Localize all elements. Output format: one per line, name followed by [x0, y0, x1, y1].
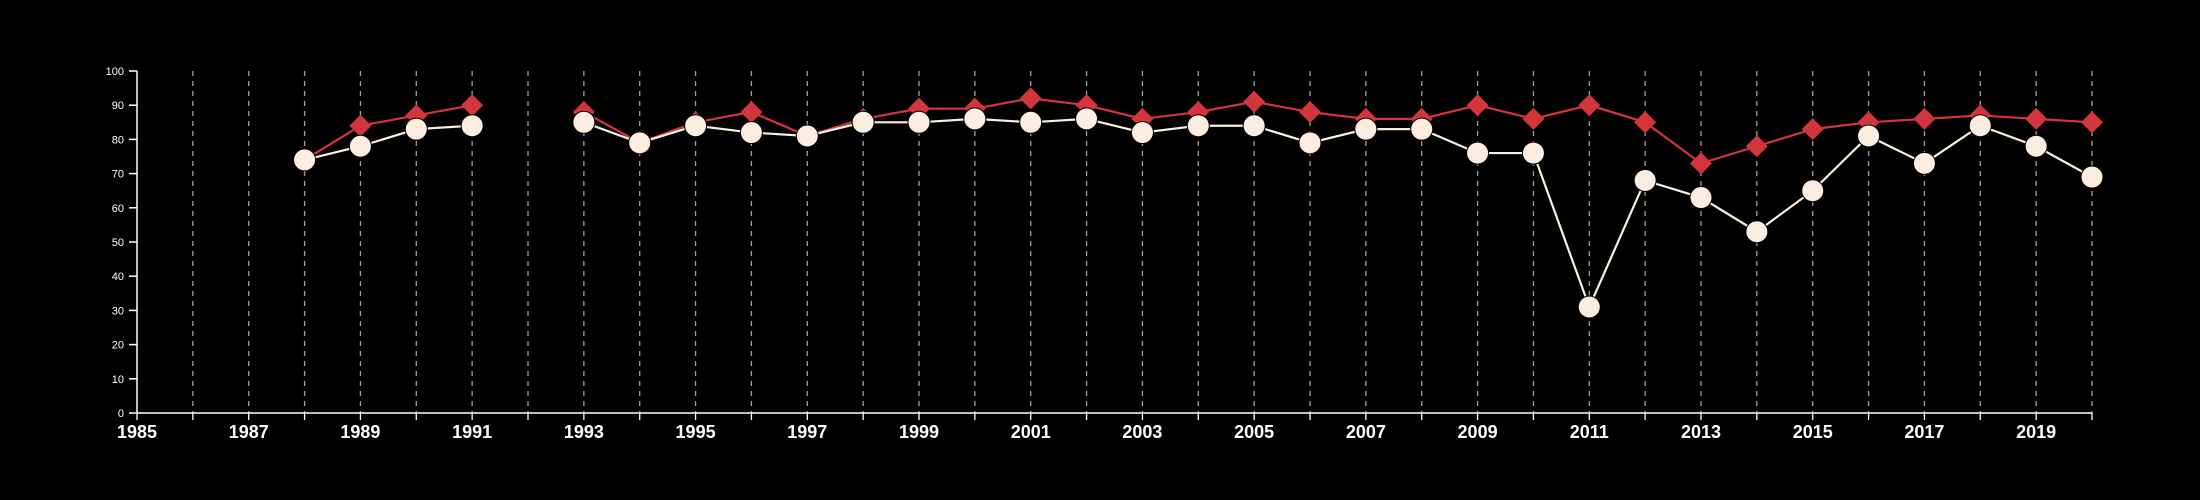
x-tick-label-1985: 1985 — [117, 422, 157, 442]
x-tick-label-2015: 2015 — [1793, 422, 1833, 442]
circle-marker-2010 — [1521, 141, 1545, 165]
circle-marker-2005 — [1242, 114, 1266, 138]
circle-marker-2004 — [1186, 114, 1210, 138]
circle-marker-2020 — [2080, 165, 2104, 189]
circle-marker-1991 — [460, 114, 484, 138]
x-tick-label-2013: 2013 — [1681, 422, 1721, 442]
diamond-marker-1989 — [349, 114, 372, 137]
y-tick-label-90: 90 — [112, 100, 124, 112]
diamond-marker-2019 — [2025, 107, 2048, 130]
y-tick-label-0: 0 — [118, 408, 124, 420]
x-tick-label-2007: 2007 — [1346, 422, 1386, 442]
circle-marker-2013 — [1689, 186, 1713, 210]
y-tick-label-10: 10 — [112, 374, 124, 386]
x-tick-label-2003: 2003 — [1122, 422, 1162, 442]
circle-marker-2012 — [1633, 168, 1657, 192]
circle-marker-2000 — [963, 107, 987, 131]
x-tick-label-2017: 2017 — [1904, 422, 1944, 442]
diamond-marker-1996 — [740, 101, 763, 124]
circle-marker-2018 — [1968, 114, 1992, 138]
diamond-marker-2009 — [1466, 94, 1489, 117]
y-tick-label-100: 100 — [106, 66, 124, 78]
diamond-marker-2003 — [1131, 107, 1154, 130]
diamond-marker-2020 — [2081, 111, 2103, 134]
x-tick-label-1987: 1987 — [229, 422, 269, 442]
y-tick-label-50: 50 — [112, 237, 124, 249]
y-tick-label-80: 80 — [112, 134, 124, 146]
diamond-marker-2017 — [1913, 107, 1936, 130]
x-tick-label-2001: 2001 — [1011, 422, 1051, 442]
x-tick-label-2009: 2009 — [1458, 422, 1498, 442]
x-tick-label-1999: 1999 — [899, 422, 939, 442]
circle-marker-1993 — [572, 110, 596, 134]
y-tick-label-40: 40 — [112, 271, 124, 283]
x-tick-label-1997: 1997 — [787, 422, 827, 442]
circle-marker-1989 — [348, 134, 372, 158]
circle-marker-1998 — [851, 110, 875, 134]
circle-marker-2016 — [1857, 124, 1881, 148]
y-tick-label-70: 70 — [112, 169, 124, 181]
circle-marker-2008 — [1410, 117, 1434, 141]
x-tick-label-1993: 1993 — [564, 422, 604, 442]
circle-marker-2015 — [1801, 179, 1825, 203]
y-tick-label-30: 30 — [112, 305, 124, 317]
circle-marker-1999 — [907, 110, 931, 134]
y-tick-label-60: 60 — [112, 203, 124, 215]
x-tick-label-1991: 1991 — [452, 422, 492, 442]
series — [293, 87, 2104, 319]
x-tick-label-1989: 1989 — [340, 422, 380, 442]
diamond-marker-2015 — [1801, 118, 1824, 141]
circle-marker-1997 — [795, 124, 819, 148]
series-circle — [293, 107, 2104, 319]
circle-marker-2014 — [1745, 220, 1769, 244]
diamond-marker-2014 — [1745, 135, 1768, 158]
y-tick-label-20: 20 — [112, 340, 124, 352]
circle-marker-2002 — [1075, 107, 1099, 131]
x-tick-label-2005: 2005 — [1234, 422, 1274, 442]
x-tick-label-1995: 1995 — [676, 422, 716, 442]
diamond-marker-2013 — [1690, 152, 1712, 175]
circle-marker-1996 — [739, 121, 763, 145]
axes: 0 10 20 30 40 50 60 70 80 90 100 1985 1987 1989 1991 19… — [106, 66, 2093, 442]
circle-marker-1994 — [628, 131, 652, 155]
circle-marker-2011 — [1577, 295, 1601, 319]
diamond-marker-2001 — [1019, 87, 1042, 110]
circle-marker-2003 — [1130, 121, 1154, 145]
circle-marker-1995 — [684, 114, 708, 138]
circle-marker-2006 — [1298, 131, 1322, 155]
series-circle-line-1 — [583, 117, 2093, 310]
diamond-marker-2011 — [1578, 94, 1601, 117]
circle-marker-1990 — [404, 117, 428, 141]
circle-marker-2017 — [1912, 151, 1936, 175]
diamond-marker-2012 — [1634, 111, 1657, 134]
diamond-marker-1991 — [461, 94, 484, 117]
diamond-marker-2006 — [1299, 101, 1321, 124]
series-circle-line-0 — [304, 124, 473, 161]
x-tick-label-2019: 2019 — [2016, 422, 2056, 442]
circle-marker-2009 — [1466, 141, 1490, 165]
series-diamond-line-1 — [583, 97, 2093, 165]
gridlines — [192, 71, 2093, 413]
circle-marker-1988 — [293, 148, 317, 172]
circle-marker-2001 — [1019, 110, 1043, 134]
series-diamond-line-0 — [303, 104, 473, 161]
circle-marker-2019 — [2024, 134, 2048, 158]
x-tick-label-2011: 2011 — [1570, 422, 1609, 442]
diamond-marker-2005 — [1243, 90, 1266, 113]
circle-marker-2007 — [1354, 117, 1378, 141]
diamond-marker-2010 — [1522, 107, 1545, 130]
